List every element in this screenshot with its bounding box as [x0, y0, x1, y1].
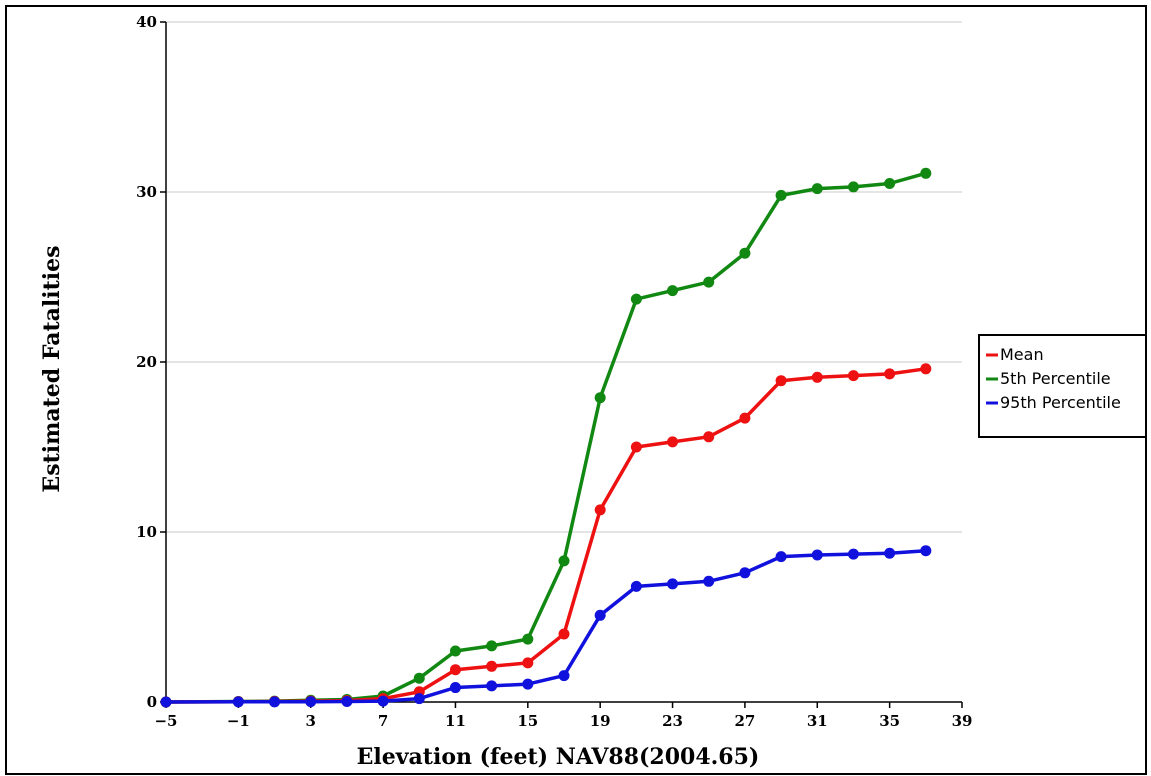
data-point — [847, 370, 859, 382]
x-axis-title: Elevation (feet) NAV88(2004.65) — [357, 744, 760, 770]
data-point — [486, 640, 498, 652]
data-point — [630, 293, 642, 305]
data-point — [739, 412, 751, 424]
data-point — [920, 167, 932, 179]
x-tick-label: 11 — [445, 712, 466, 730]
x-tick-label: 27 — [734, 712, 755, 730]
data-point — [594, 609, 606, 621]
data-point — [884, 178, 896, 189]
data-point — [630, 580, 642, 592]
x-tick-label: 31 — [807, 712, 828, 730]
y-axis-title: Estimated Fatalities — [39, 245, 65, 492]
data-point — [811, 371, 823, 383]
chart-frame: 0 10 20 30 40 −5 −1 3 7 11 15 19 23 27 31 35 39 Elevatio… — [5, 5, 1147, 775]
data-point — [305, 696, 317, 708]
data-point — [775, 551, 787, 563]
data-point — [703, 575, 715, 587]
x-tick-label: −1 — [227, 712, 250, 730]
data-point — [522, 657, 534, 669]
data-point — [449, 664, 461, 676]
series-line — [165, 367, 927, 704]
data-point — [232, 696, 244, 708]
series-mean — [160, 363, 932, 708]
data-point — [811, 549, 823, 561]
series-line — [165, 548, 926, 704]
data-point — [811, 183, 823, 195]
x-tick-label: 15 — [517, 712, 538, 730]
x-tick-label: −5 — [154, 712, 177, 730]
data-point — [847, 181, 859, 193]
data-point — [739, 567, 751, 579]
data-point — [269, 696, 281, 708]
data-point — [413, 693, 425, 705]
y-tick-label: 40 — [136, 13, 157, 31]
data-point — [630, 441, 642, 453]
legend: Mean 5th Percentile 95th Percentile — [978, 334, 1145, 438]
x-tick-label: 7 — [378, 712, 388, 730]
x-tick-label: 23 — [662, 712, 683, 730]
data-point — [558, 628, 570, 640]
gridlines — [166, 21, 962, 533]
x-tick-label: 3 — [306, 712, 316, 730]
legend-label: 5th Percentile — [1000, 369, 1111, 388]
data-point — [594, 392, 606, 404]
data-point — [884, 368, 896, 380]
data-point — [739, 247, 751, 259]
data-point — [884, 547, 896, 559]
y-tick-label: 0 — [147, 693, 157, 711]
data-point — [594, 504, 606, 516]
data-point — [449, 682, 461, 694]
data-point — [486, 660, 498, 672]
data-point — [522, 678, 534, 690]
data-point — [160, 696, 172, 708]
series-lines — [160, 167, 932, 708]
line-chart: 0 10 20 30 40 −5 −1 3 7 11 15 19 23 27 31 35 39 Elevatio… — [39, 13, 1145, 770]
data-point — [377, 695, 389, 707]
series-5th-percentile — [160, 167, 932, 708]
y-tick-label: 20 — [136, 353, 157, 371]
data-point — [558, 555, 570, 567]
data-point — [847, 548, 859, 560]
data-point — [667, 285, 679, 297]
data-point — [413, 672, 425, 684]
data-point — [667, 578, 679, 590]
data-point — [341, 695, 353, 707]
x-tick-label: 19 — [590, 712, 611, 730]
x-tick-label: 35 — [879, 712, 900, 730]
legend-label: Mean — [1000, 345, 1044, 364]
y-tick-label: 10 — [136, 523, 157, 541]
data-point — [920, 363, 932, 375]
data-point — [775, 189, 787, 201]
legend-label: 95th Percentile — [1000, 393, 1121, 412]
y-tick-label: 30 — [136, 183, 157, 201]
x-tick-label: 39 — [952, 712, 973, 730]
data-point — [775, 375, 787, 387]
data-point — [703, 276, 715, 288]
series-line — [165, 171, 927, 704]
legend-box — [978, 334, 1145, 438]
data-point — [667, 436, 679, 448]
axes: 0 10 20 30 40 −5 −1 3 7 11 15 19 23 27 31 35 39 — [136, 13, 972, 730]
data-point — [449, 645, 461, 657]
data-point — [703, 431, 715, 443]
data-point — [522, 633, 534, 645]
data-point — [558, 670, 570, 682]
data-point — [920, 545, 932, 557]
series-95th-percentile — [160, 545, 932, 708]
data-point — [486, 680, 498, 692]
